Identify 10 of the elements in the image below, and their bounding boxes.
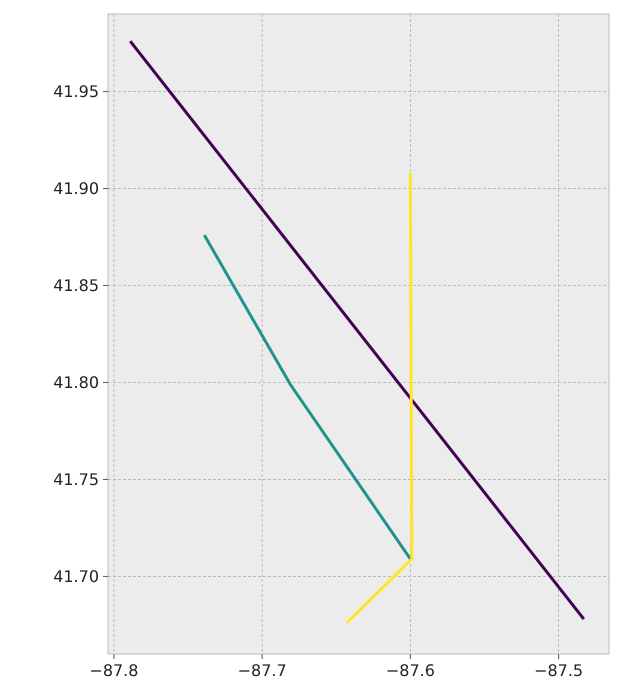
y-tick-label: 41.90: [53, 179, 99, 198]
y-tick-label: 41.85: [53, 276, 99, 296]
y-tick-label: 41.75: [53, 470, 99, 490]
x-tick-label: −87.5: [534, 661, 584, 680]
x-tick-label: −87.7: [238, 661, 287, 680]
x-tick-label: −87.8: [89, 661, 138, 680]
y-tick-label: 41.95: [53, 82, 99, 102]
x-tick-label: −87.6: [386, 661, 435, 680]
y-tick-label: 41.80: [53, 373, 99, 392]
y-tick-label: 41.70: [53, 567, 99, 586]
